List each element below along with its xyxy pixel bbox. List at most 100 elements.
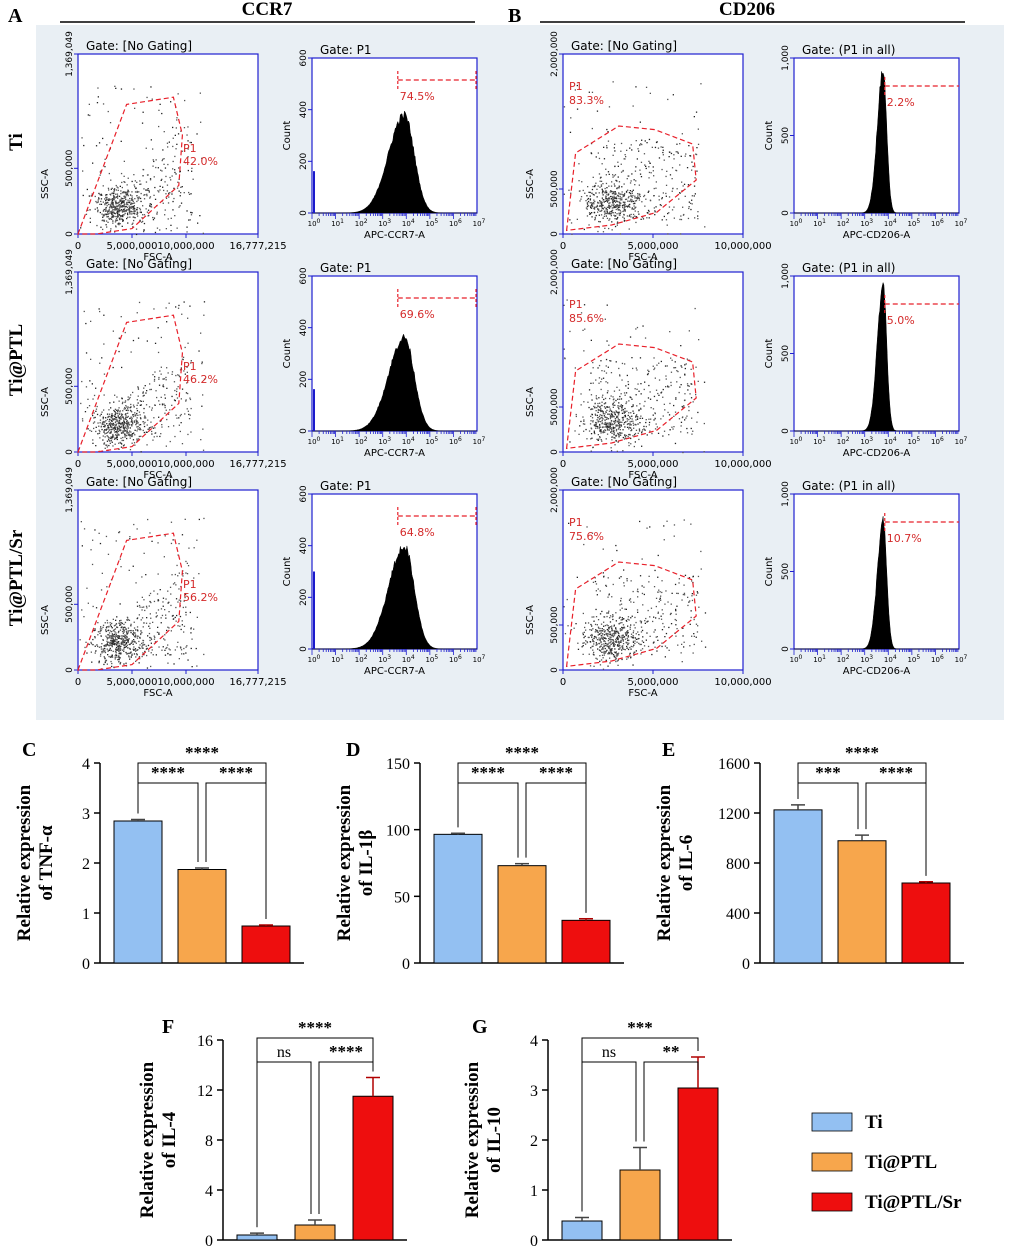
y-tick-label: 100: [386, 823, 410, 840]
scatter-gate-title: Gate: [No Gating]: [86, 39, 192, 53]
significance-label: ****: [539, 763, 573, 782]
scatter-plot-area: [562, 271, 744, 453]
panel-letter-A: A: [8, 5, 23, 27]
y-axis-label-line2: of IL-6: [676, 835, 697, 891]
y-tick-label: 0: [742, 956, 750, 973]
y-axis-label-line2: of IL-4: [159, 1111, 180, 1168]
hist-x-tick-label: 101: [331, 218, 344, 228]
significance-bracket: [137, 782, 199, 862]
hist-x-tick-label: 100: [790, 436, 803, 446]
gate-polygon: [565, 343, 697, 450]
scatter-dots: [563, 519, 707, 670]
hist-x-tick-label: 104: [402, 654, 415, 664]
ccr7-scatter: Gate: [No Gating] 0 5,000,000 10,000,000 16,…: [40, 249, 287, 481]
scatter-y-tick-label: 1,369,049: [65, 31, 75, 77]
y-axis-label-line2: of IL-1β: [356, 830, 377, 896]
hist-gate-title: Gate: (P1 in all): [802, 43, 895, 57]
scatter-y-tick-label: 1,369,049: [65, 249, 75, 295]
scatter-y-label: SSC-A: [40, 169, 51, 199]
hist-y-tick-label: 400: [299, 319, 309, 336]
hist-distribution: [794, 71, 959, 214]
hist-x-tick-label: 102: [355, 436, 368, 446]
hist-gate-title: Gate: (P1 in all): [802, 261, 895, 275]
hist-x-tick-label: 107: [473, 654, 486, 664]
scatter-y-tick-label: 500,000: [65, 585, 75, 622]
ccr7-scatter: Gate: [No Gating] 0 5,000,000 10,000,000 16,…: [40, 467, 287, 699]
hist-x-tick-label: 103: [860, 654, 873, 664]
y-axis-label-line1: Relative expression: [462, 1061, 483, 1218]
bar-E-1: [837, 840, 887, 964]
y-tick-label: 3: [530, 1083, 538, 1100]
hist-y-tick-label: 500: [781, 345, 791, 362]
ccr7-title: CCR7: [242, 0, 293, 20]
hist-y-tick-label: 1,000: [781, 481, 791, 507]
panel-letter-E: E: [662, 739, 675, 761]
hist-x-tick-label: 103: [378, 218, 391, 228]
y-tick-label: 2: [530, 1133, 538, 1150]
scatter-dots: [563, 81, 706, 235]
hist-x-tick-label: 102: [355, 654, 368, 664]
y-tick-label: 1: [530, 1183, 538, 1200]
hist-x-tick-label: 100: [790, 218, 803, 228]
gate-name: P1: [569, 80, 583, 93]
gate-name: P1: [183, 142, 197, 155]
hist-distribution: [312, 110, 477, 214]
scatter-y-tick-label: 0: [550, 231, 560, 237]
y-tick-label: 50: [394, 889, 410, 906]
cd206-histogram: Gate: (P1 in all) 100 101 102 103 104 105 106 10…: [764, 479, 968, 677]
significance-bracket: [457, 782, 519, 858]
scatter-y-label: SSC-A: [525, 605, 536, 635]
significance-bracket: [205, 782, 267, 919]
gate-name: P1: [569, 516, 583, 529]
significance-label: ns: [602, 1044, 616, 1061]
hist-x-tick-label: 107: [473, 218, 486, 228]
significance-bracket: [318, 1061, 374, 1214]
bar-F-1: [294, 1224, 336, 1241]
scatter-x-tick-label: 0: [560, 459, 566, 470]
cd206-title: CD206: [719, 0, 775, 20]
legend-label-ti-ptl-sr: Ti@PTL/Sr: [865, 1192, 962, 1213]
legend-label-ti-ptl: Ti@PTL: [865, 1152, 937, 1173]
legend-swatch-ti-ptl-sr: [811, 1192, 853, 1212]
gate-percent: 83.3%: [569, 94, 604, 107]
y-tick-label: 4: [530, 1033, 538, 1050]
scatter-dots: [79, 517, 205, 670]
scatter-dots: [80, 301, 206, 453]
y-axis-label-line1: Relative expression: [14, 784, 35, 941]
scatter-y-tick-label: 0: [65, 231, 75, 237]
y-tick-label: 150: [386, 756, 410, 773]
significance-label: ***: [627, 1018, 653, 1037]
hist-x-tick-label: 105: [907, 218, 920, 228]
ccr7-histogram: Gate: P1 100 101 102 103 104 105 106 107 0 200 400 6…: [282, 479, 486, 677]
hist-gate-title: Gate: (P1 in all): [802, 479, 895, 493]
row-label: Ti: [6, 133, 27, 151]
gate-polygon: [565, 125, 697, 232]
hist-x-tick-label: 103: [378, 654, 391, 664]
scatter-x-tick-label: 5,000,000: [628, 241, 679, 252]
gate-percent: 75.6%: [569, 530, 604, 543]
scatter-x-tick-label: 5,000,000: [107, 241, 158, 252]
y-tick-label: 0: [82, 956, 90, 973]
panel-letter-D: D: [346, 739, 360, 761]
y-axis-label-line2: of IL-10: [484, 1107, 505, 1173]
hist-y-tick-label: 500: [781, 563, 791, 580]
cd206-scatter: Gate: [No Gating] 0 5,000,000 10,000,000 0 50…: [525, 31, 772, 263]
scatter-y-tick-label: 0: [550, 667, 560, 673]
bar-D-1: [497, 865, 547, 964]
scatter-y-tick-label: 0: [550, 449, 560, 455]
positive-percent: 64.8%: [400, 526, 435, 539]
hist-y-tick-label: 400: [299, 537, 309, 554]
hist-y-tick-label: 500: [781, 127, 791, 144]
scatter-y-tick-label: 0: [65, 667, 75, 673]
scatter-x-tick-label: 10,000,000: [157, 677, 214, 688]
hist-y-tick-label: 200: [299, 588, 309, 605]
cd206-scatter: Gate: [No Gating] 0 5,000,000 10,000,000 0 50…: [525, 467, 772, 699]
scatter-gate-title: Gate: [No Gating]: [571, 475, 677, 489]
scatter-x-tick-label: 5,000,000: [628, 459, 679, 470]
hist-left-spike: [313, 171, 315, 213]
scatter-y-tick-label: 500,000: [65, 367, 75, 404]
cd206-scatter: Gate: [No Gating] 0 5,000,000 10,000,000 0 50…: [525, 249, 772, 481]
hist-y-tick-label: 0: [781, 428, 791, 434]
hist-x-label: APC-CCR7-A: [364, 230, 425, 241]
